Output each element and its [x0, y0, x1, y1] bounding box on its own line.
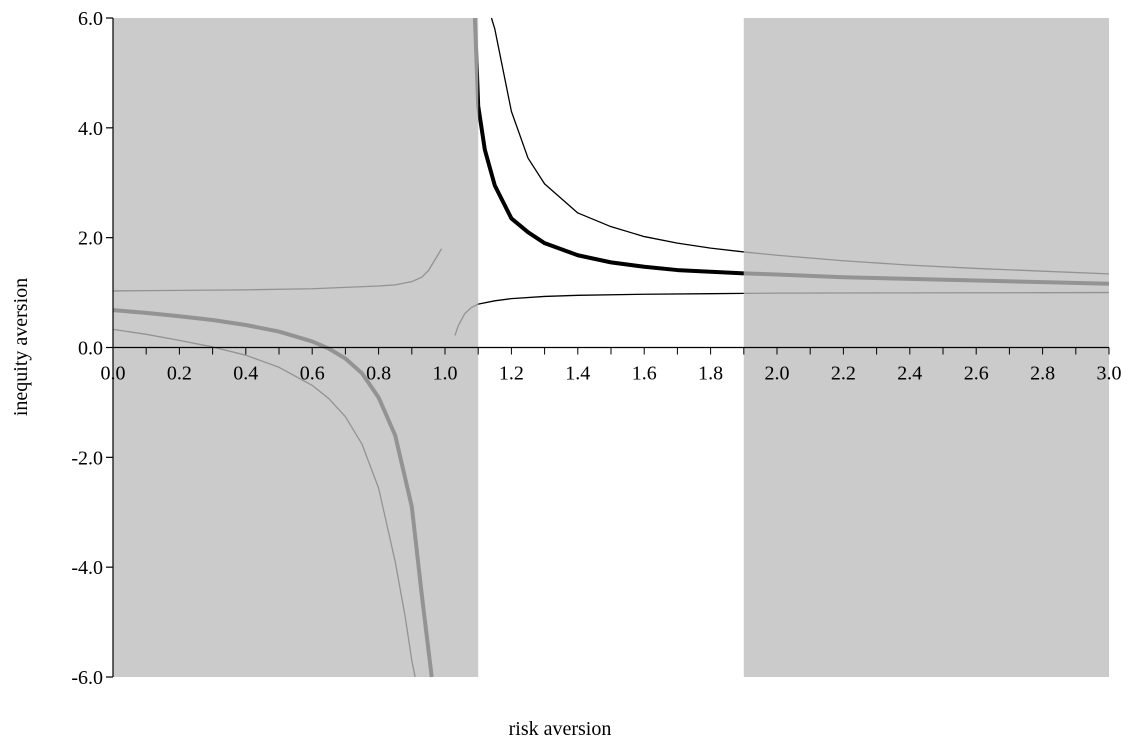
data-series [112, 17, 1110, 678]
series-1-line [112, 308, 434, 678]
y-tick-label: 6.0 [78, 8, 103, 30]
series-5 [472, 17, 1110, 286]
series-4-line [454, 303, 479, 336]
x-tick-label: 1.8 [698, 363, 723, 385]
series-3-line [112, 248, 443, 292]
series-3 [112, 248, 443, 292]
x-tick-label: 2.6 [964, 363, 989, 385]
series-5-line [478, 52, 744, 276]
x-tick-label: 2.8 [1030, 363, 1055, 385]
x-tick-label: 2.2 [831, 363, 856, 385]
series-6 [490, 17, 1110, 275]
x-tick-label: 1.6 [632, 363, 657, 385]
series-4-line [478, 292, 744, 305]
x-tick-label: 1.0 [433, 363, 458, 385]
series-2 [112, 328, 416, 678]
x-tick-label: 0.0 [101, 363, 126, 385]
y-tick-label: 4.0 [78, 118, 103, 140]
tick-labels: -6.0 -4.0 -2.0 0.0 2.0 4.0 6.0 0.0 0.2 0.4 0.6 0.8 1… [71, 8, 1121, 689]
x-tick-label: 0.2 [167, 363, 192, 385]
y-tick-label: -2.0 [71, 447, 103, 469]
x-tick-label: 1.4 [565, 363, 590, 385]
x-axis-title: risk aversion [509, 718, 612, 740]
x-tick-label: 2.0 [765, 363, 790, 385]
x-tick-label: 0.6 [300, 363, 325, 385]
x-tick-label: 0.8 [366, 363, 391, 385]
x-tick-label: 0.4 [233, 363, 258, 385]
x-tick-label: 1.2 [499, 363, 524, 385]
x-tick-label: 3.0 [1097, 363, 1122, 385]
series-2-line [112, 328, 416, 678]
series-6-line [490, 17, 744, 253]
y-tick-label: 2.0 [78, 228, 103, 250]
series-4-line [743, 291, 1110, 295]
series-5-line [743, 271, 1110, 286]
y-tick-label: 0.0 [78, 338, 103, 360]
axes [106, 17, 1110, 678]
series-6-line [743, 251, 1110, 275]
series-4 [454, 291, 1110, 336]
y-axis-title: inequity aversion [10, 278, 32, 416]
y-tick-label: -4.0 [71, 557, 103, 579]
y-tick-label: -6.0 [71, 667, 103, 689]
series-1 [112, 308, 434, 678]
x-tick-label: 2.4 [897, 363, 922, 385]
